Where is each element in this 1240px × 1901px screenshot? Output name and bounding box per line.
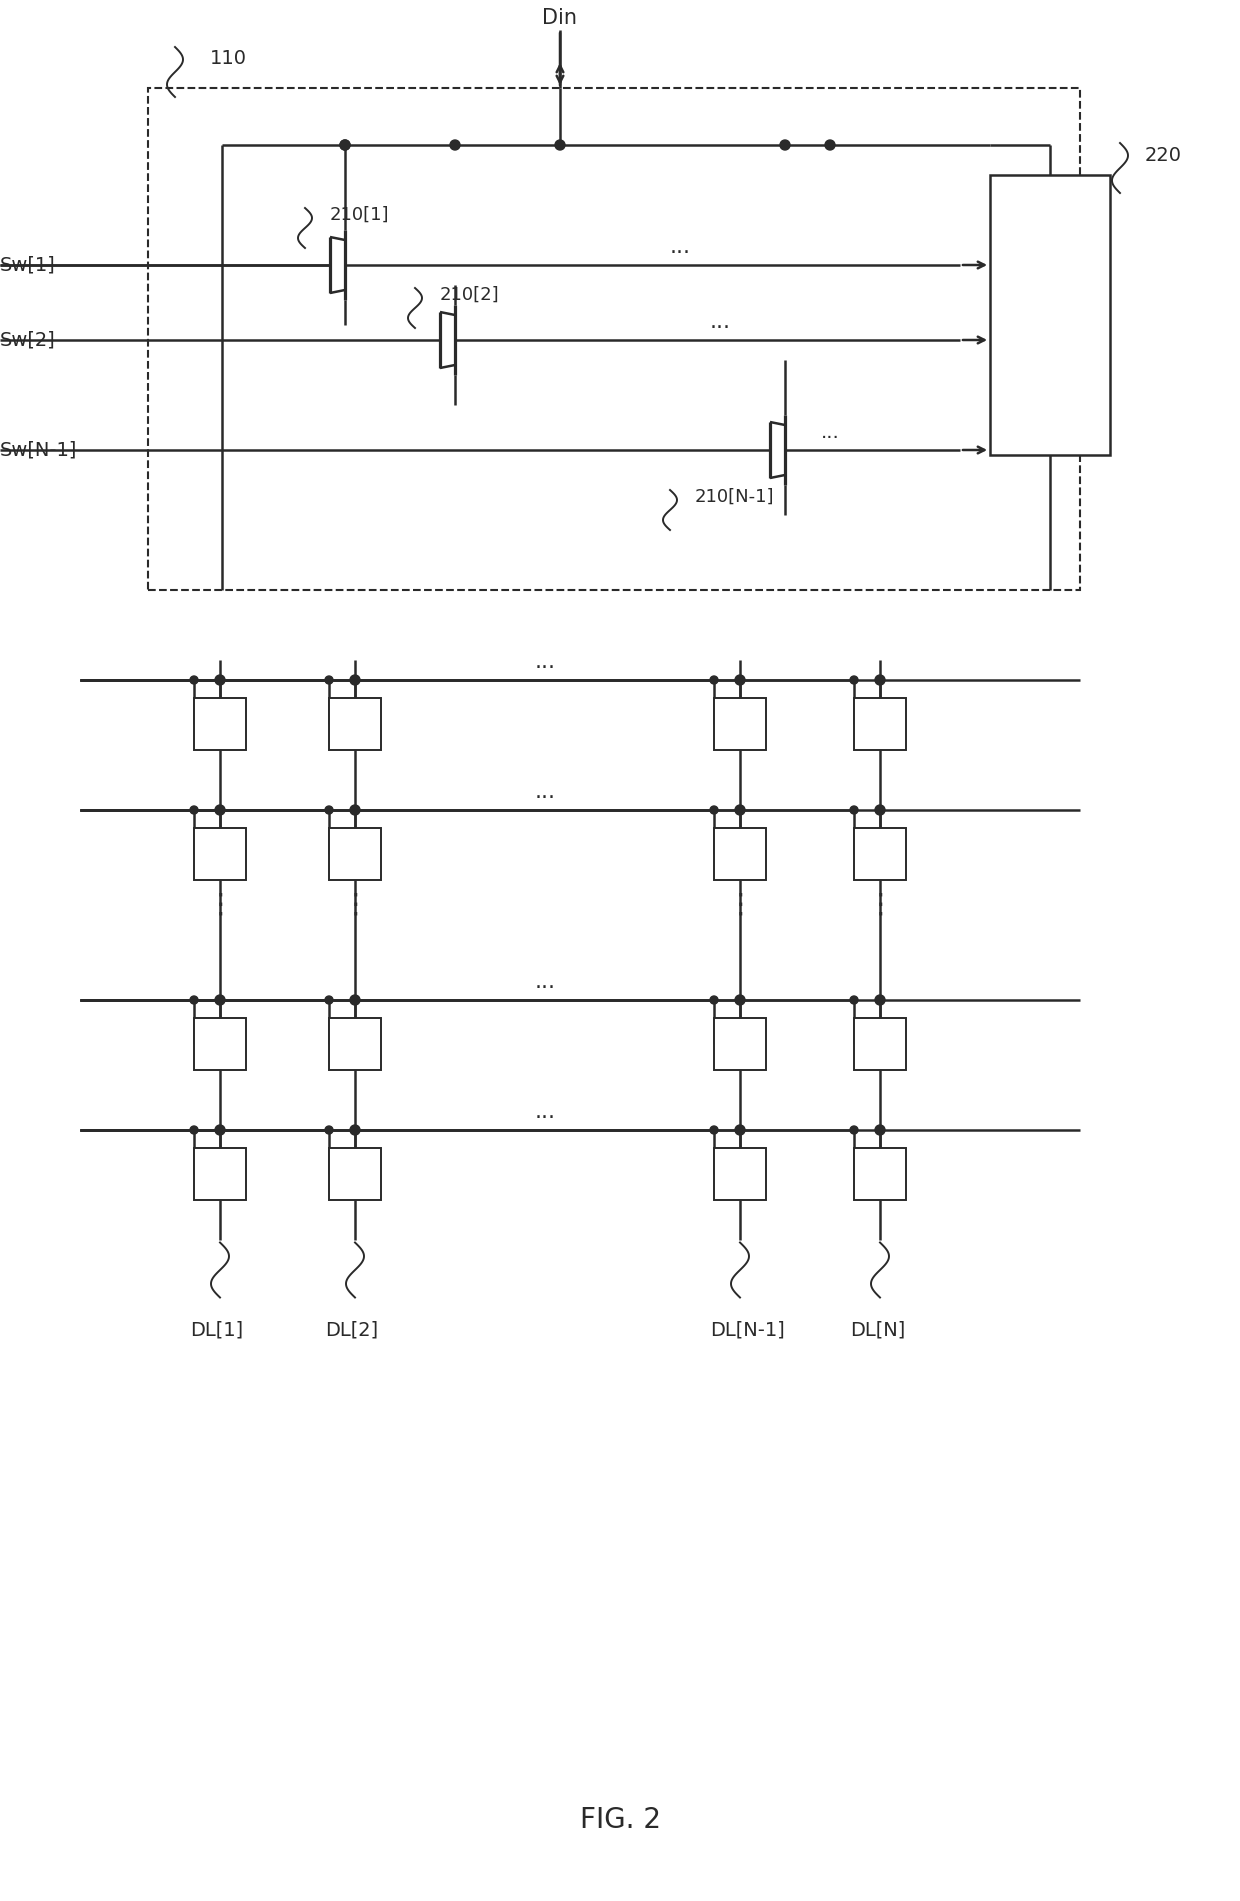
Text: 210[N-1]: 210[N-1] — [694, 489, 775, 506]
Text: ⋮: ⋮ — [727, 892, 754, 918]
Circle shape — [215, 804, 224, 816]
Bar — [193, 1019, 246, 1070]
Circle shape — [190, 806, 198, 814]
Circle shape — [735, 1125, 745, 1135]
Circle shape — [350, 804, 360, 816]
Circle shape — [190, 677, 198, 684]
Text: ···: ··· — [534, 789, 556, 808]
Text: DL[N-1]: DL[N-1] — [711, 1319, 785, 1338]
Bar — [714, 698, 766, 751]
Bar — [854, 698, 906, 751]
Circle shape — [450, 141, 460, 150]
Circle shape — [190, 1125, 198, 1135]
Circle shape — [849, 806, 858, 814]
Bar — [329, 1019, 381, 1070]
Text: Sw[1]: Sw[1] — [0, 255, 56, 274]
Circle shape — [711, 996, 718, 1004]
Circle shape — [350, 675, 360, 684]
Circle shape — [325, 996, 334, 1004]
Bar — [329, 1148, 381, 1200]
Text: ···: ··· — [709, 317, 730, 338]
Circle shape — [711, 806, 718, 814]
Bar — [714, 1148, 766, 1200]
Circle shape — [849, 996, 858, 1004]
Text: ···: ··· — [670, 243, 691, 262]
Circle shape — [556, 141, 565, 150]
Text: DL[N]: DL[N] — [849, 1319, 905, 1338]
Text: DL[1]: DL[1] — [190, 1319, 243, 1338]
Text: 210[2]: 210[2] — [440, 285, 500, 304]
Bar — [854, 1019, 906, 1070]
Circle shape — [735, 804, 745, 816]
Text: ⋮: ⋮ — [206, 892, 234, 918]
Circle shape — [875, 994, 885, 1006]
Text: ⋮: ⋮ — [341, 892, 368, 918]
Text: DL[2]: DL[2] — [325, 1319, 378, 1338]
Circle shape — [825, 141, 835, 150]
Circle shape — [711, 677, 718, 684]
Circle shape — [215, 1125, 224, 1135]
Circle shape — [735, 994, 745, 1006]
Circle shape — [735, 675, 745, 684]
Text: 220: 220 — [1145, 146, 1182, 165]
Text: Din: Din — [543, 8, 578, 29]
Circle shape — [849, 677, 858, 684]
Text: 110: 110 — [210, 49, 247, 68]
Bar — [193, 698, 246, 751]
Text: 210[1]: 210[1] — [330, 205, 389, 224]
Text: ···: ··· — [534, 977, 556, 998]
Text: Sw[2]: Sw[2] — [0, 331, 56, 350]
Circle shape — [350, 1125, 360, 1135]
Text: ···: ··· — [821, 428, 839, 447]
Circle shape — [711, 1125, 718, 1135]
Circle shape — [849, 1125, 858, 1135]
Circle shape — [190, 996, 198, 1004]
Circle shape — [325, 1125, 334, 1135]
Text: ···: ··· — [534, 1108, 556, 1127]
Bar — [714, 1019, 766, 1070]
Bar — [193, 829, 246, 880]
Circle shape — [875, 804, 885, 816]
Circle shape — [325, 806, 334, 814]
Bar — [990, 175, 1110, 454]
Bar — [714, 829, 766, 880]
Text: ⋮: ⋮ — [866, 892, 894, 918]
Circle shape — [340, 141, 350, 150]
Circle shape — [350, 994, 360, 1006]
Bar — [193, 1148, 246, 1200]
Bar — [854, 1148, 906, 1200]
Circle shape — [875, 1125, 885, 1135]
Circle shape — [325, 677, 334, 684]
Circle shape — [340, 141, 350, 150]
Bar — [329, 829, 381, 880]
Text: ···: ··· — [534, 658, 556, 679]
Circle shape — [780, 141, 790, 150]
Bar — [854, 829, 906, 880]
Text: Sw[N-1]: Sw[N-1] — [0, 441, 77, 460]
Circle shape — [875, 675, 885, 684]
Circle shape — [215, 994, 224, 1006]
Circle shape — [215, 675, 224, 684]
Bar — [329, 698, 381, 751]
Text: FIG. 2: FIG. 2 — [579, 1806, 661, 1834]
Bar — [148, 87, 1080, 589]
